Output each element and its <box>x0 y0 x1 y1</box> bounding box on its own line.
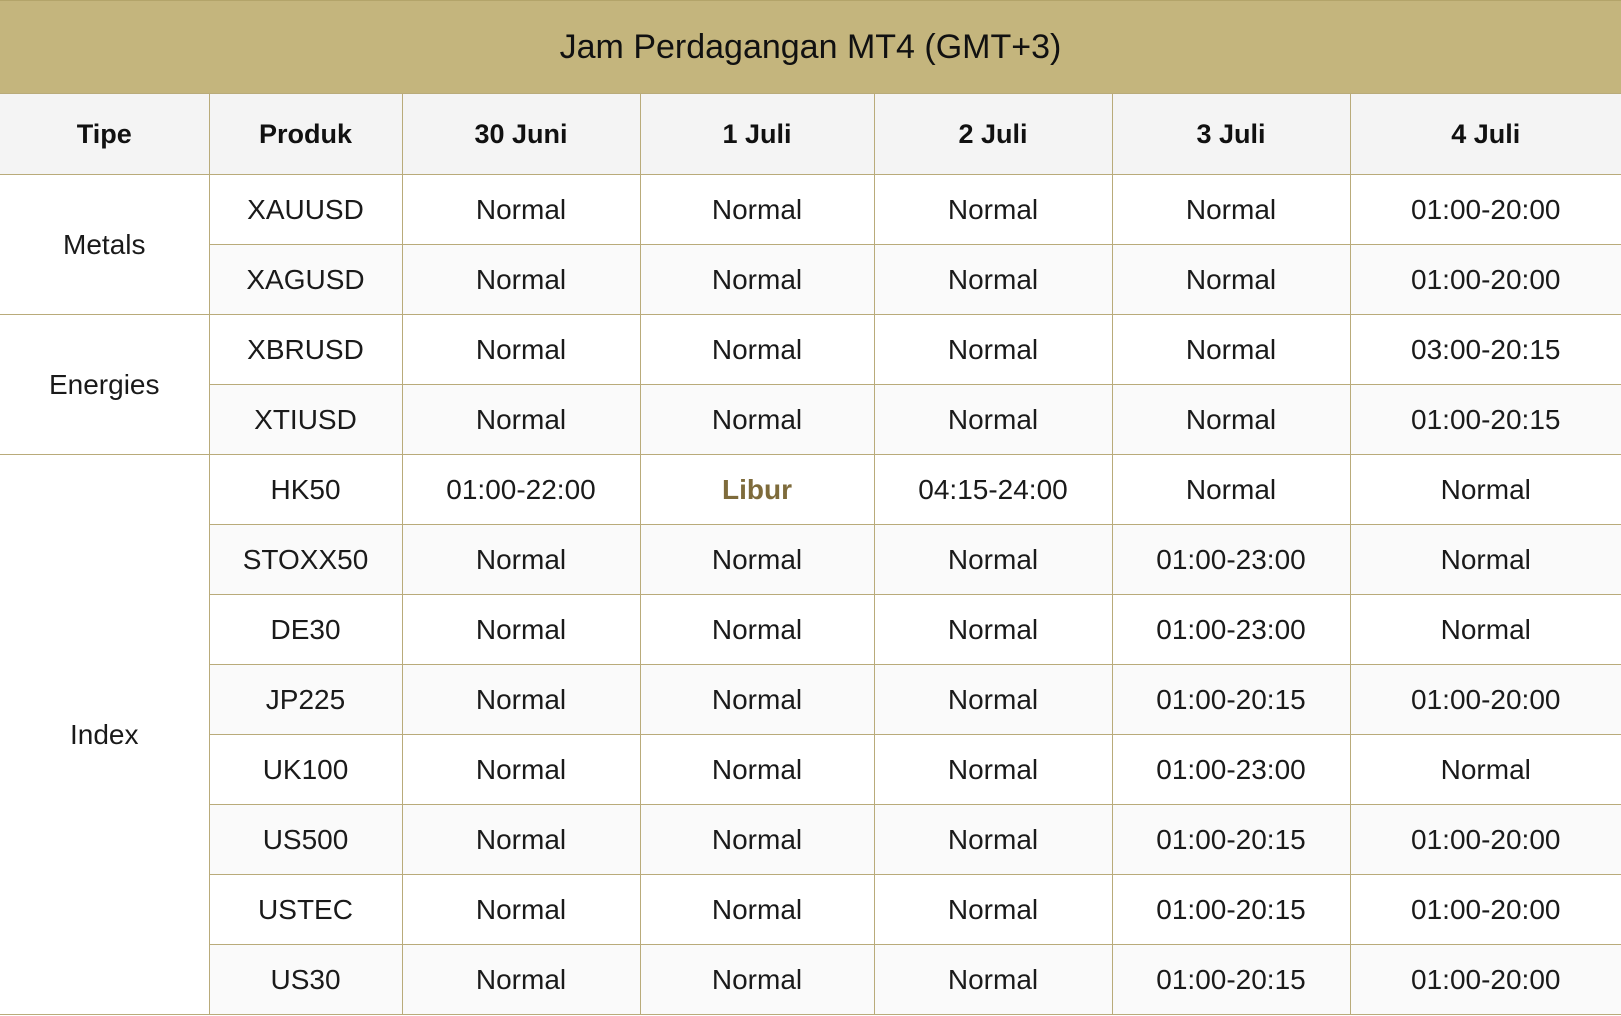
hours-cell: Normal <box>401 944 641 1015</box>
hours-cell: Normal <box>401 524 641 595</box>
header-cell-date: 1 Juli <box>639 93 875 175</box>
type-cell: Index <box>0 454 210 1015</box>
hours-cell: Normal <box>1349 734 1621 805</box>
product-cell: USTEC <box>208 874 403 945</box>
hours-cell: Normal <box>873 874 1113 945</box>
hours-cell: Normal <box>639 524 875 595</box>
hours-cell: Normal <box>873 734 1113 805</box>
hours-cell: 01:00-20:15 <box>1111 874 1351 945</box>
product-cell: STOXX50 <box>208 524 403 595</box>
table-row: DE30 Normal Normal Normal 01:00-23:00 Normal <box>0 594 1621 665</box>
type-cell: Energies <box>0 314 210 455</box>
product-cell: XAUUSD <box>208 174 403 245</box>
header-cell-date: 2 Juli <box>873 93 1113 175</box>
hours-cell: Normal <box>1349 594 1621 665</box>
type-cell: Metals <box>0 174 210 315</box>
hours-cell: Normal <box>1111 174 1351 245</box>
table-row: Energies XBRUSD Normal Normal Normal Normal 03… <box>0 314 1621 455</box>
hours-cell: Normal <box>639 384 875 455</box>
table-row: XAGUSD Normal Normal Normal Normal 01:00-20:0… <box>0 244 1621 315</box>
trading-hours-table: Tipe Produk 30 Juni 1 Juli 2 Juli 3 Juli… <box>0 93 1621 1015</box>
hours-cell: 01:00-22:00 <box>401 454 641 525</box>
hours-cell: Normal <box>1111 314 1351 385</box>
hours-cell: 01:00-23:00 <box>1111 524 1351 595</box>
hours-cell: Normal <box>873 664 1113 735</box>
hours-cell: Normal <box>639 944 875 1015</box>
header-cell-product: Produk <box>208 93 403 175</box>
hours-cell: Normal <box>1111 454 1351 525</box>
hours-cell: Normal <box>401 664 641 735</box>
hours-cell: 01:00-20:00 <box>1349 944 1621 1015</box>
hours-cell: Normal <box>873 594 1113 665</box>
hours-cell: Normal <box>1111 244 1351 315</box>
table-row: USTEC Normal Normal Normal 01:00-20:15 01:00-… <box>0 874 1621 945</box>
hours-cell: Normal <box>873 944 1113 1015</box>
hours-cell: Normal <box>873 314 1113 385</box>
hours-cell: 01:00-20:00 <box>1349 244 1621 315</box>
hours-cell: Normal <box>639 174 875 245</box>
hours-cell: Normal <box>1349 454 1621 525</box>
header-cell-date: 30 Juni <box>401 93 641 175</box>
table-title: Jam Perdagangan MT4 (GMT+3) <box>0 0 1621 93</box>
hours-cell: 01:00-20:15 <box>1349 384 1621 455</box>
product-cell: DE30 <box>208 594 403 665</box>
hours-cell: Normal <box>401 594 641 665</box>
holiday-cell: Libur <box>639 454 875 525</box>
header-row: Tipe Produk 30 Juni 1 Juli 2 Juli 3 Juli… <box>0 93 1621 175</box>
hours-cell: Normal <box>401 734 641 805</box>
hours-cell: Normal <box>1111 384 1351 455</box>
product-cell: XAGUSD <box>208 244 403 315</box>
hours-cell: Normal <box>401 804 641 875</box>
hours-cell: 04:15-24:00 <box>873 454 1113 525</box>
hours-cell: Normal <box>401 384 641 455</box>
hours-cell: Normal <box>401 174 641 245</box>
hours-cell: 01:00-20:00 <box>1349 174 1621 245</box>
product-cell: HK50 <box>208 454 403 525</box>
hours-cell: 01:00-20:15 <box>1111 664 1351 735</box>
table-row: Index HK50 01:00-22:00 Libur 04:15-24:00 Norm… <box>0 454 1621 1015</box>
hours-cell: 01:00-20:00 <box>1349 874 1621 945</box>
hours-cell: Normal <box>639 804 875 875</box>
header-cell-type: Tipe <box>0 93 210 175</box>
hours-cell: Normal <box>873 524 1113 595</box>
table-row: JP225 Normal Normal Normal 01:00-20:15 01:00-… <box>0 664 1621 735</box>
hours-cell: 01:00-20:00 <box>1349 804 1621 875</box>
header-cell-date: 3 Juli <box>1111 93 1351 175</box>
hours-cell: Normal <box>639 734 875 805</box>
hours-cell: Normal <box>401 244 641 315</box>
hours-cell: Normal <box>401 874 641 945</box>
table-row: US500 Normal Normal Normal 01:00-20:15 01:00-… <box>0 804 1621 875</box>
hours-cell: Normal <box>873 174 1113 245</box>
product-cell: US500 <box>208 804 403 875</box>
product-cell: XTIUSD <box>208 384 403 455</box>
hours-cell: Normal <box>873 244 1113 315</box>
hours-cell: 01:00-23:00 <box>1111 734 1351 805</box>
hours-cell: Normal <box>873 384 1113 455</box>
product-cell: XBRUSD <box>208 314 403 385</box>
hours-cell: Normal <box>1349 524 1621 595</box>
product-cell: US30 <box>208 944 403 1015</box>
product-cell: JP225 <box>208 664 403 735</box>
hours-cell: 03:00-20:15 <box>1349 314 1621 385</box>
table-body: Metals XAUUSD Normal Normal Normal Normal 01:0… <box>0 174 1621 1015</box>
hours-cell: Normal <box>873 804 1113 875</box>
hours-cell: 01:00-23:00 <box>1111 594 1351 665</box>
table-row: STOXX50 Normal Normal Normal 01:00-23:00 Norm… <box>0 524 1621 595</box>
hours-cell: 01:00-20:15 <box>1111 804 1351 875</box>
hours-cell: Normal <box>639 244 875 315</box>
table-row: XTIUSD Normal Normal Normal Normal 01:00-20:1… <box>0 384 1621 455</box>
hours-cell: Normal <box>639 664 875 735</box>
table-row: UK100 Normal Normal Normal 01:00-23:00 Normal <box>0 734 1621 805</box>
hours-cell: Normal <box>639 314 875 385</box>
table-row: US30 Normal Normal Normal 01:00-20:15 01:00-2… <box>0 944 1621 1015</box>
hours-cell: Normal <box>401 314 641 385</box>
hours-cell: Normal <box>639 874 875 945</box>
header-cell-date: 4 Juli <box>1349 93 1621 175</box>
table-row: Metals XAUUSD Normal Normal Normal Normal 01:0… <box>0 174 1621 315</box>
product-cell: UK100 <box>208 734 403 805</box>
hours-cell: Normal <box>639 594 875 665</box>
hours-cell: 01:00-20:00 <box>1349 664 1621 735</box>
hours-cell: 01:00-20:15 <box>1111 944 1351 1015</box>
